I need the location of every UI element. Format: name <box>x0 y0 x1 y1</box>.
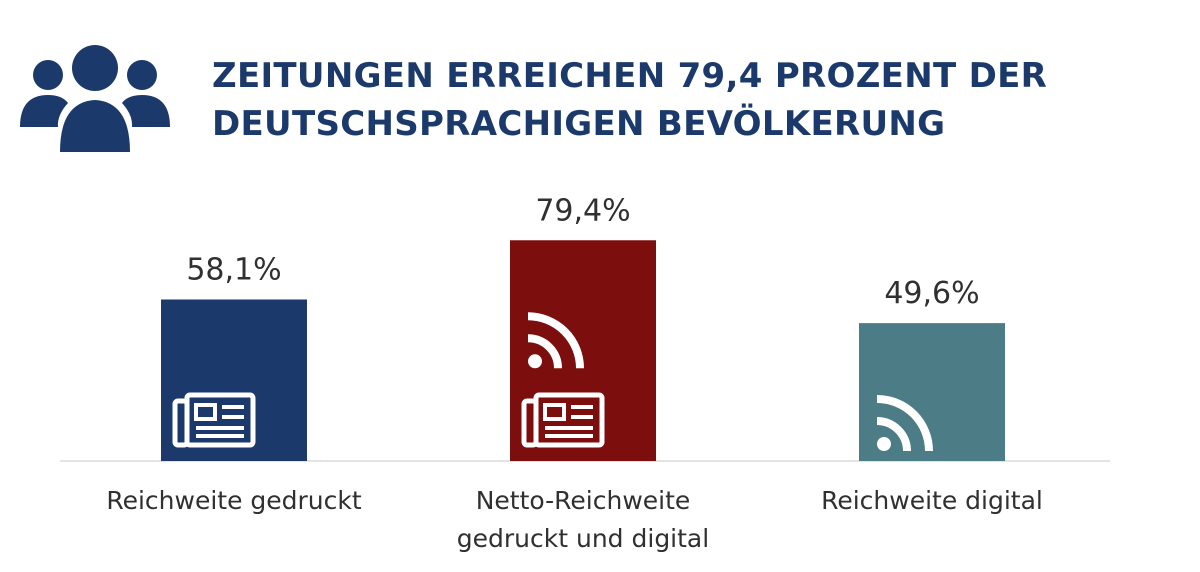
title-line-2: DEUTSCHSPRACHIGEN BEVÖLKERUNG <box>212 104 946 144</box>
value-label: 79,4% <box>535 193 630 228</box>
newspaper-icon <box>521 392 605 448</box>
bar-group: 58,1% <box>161 252 307 461</box>
chart-title: ZEITUNGEN ERREICHEN 79,4 PROZENT DER DEU… <box>212 52 1152 148</box>
title-line-1: ZEITUNGEN ERREICHEN 79,4 PROZENT DER <box>212 56 1048 96</box>
value-label: 49,6% <box>884 276 979 311</box>
rss-icon <box>876 395 933 452</box>
value-label: 58,1% <box>186 252 281 287</box>
people-group-icon <box>20 45 170 152</box>
newspaper-icon <box>172 392 256 448</box>
bar-group: 49,6% <box>859 276 1005 461</box>
bar-group: 79,4% <box>510 193 656 461</box>
rss-icon <box>527 312 584 369</box>
